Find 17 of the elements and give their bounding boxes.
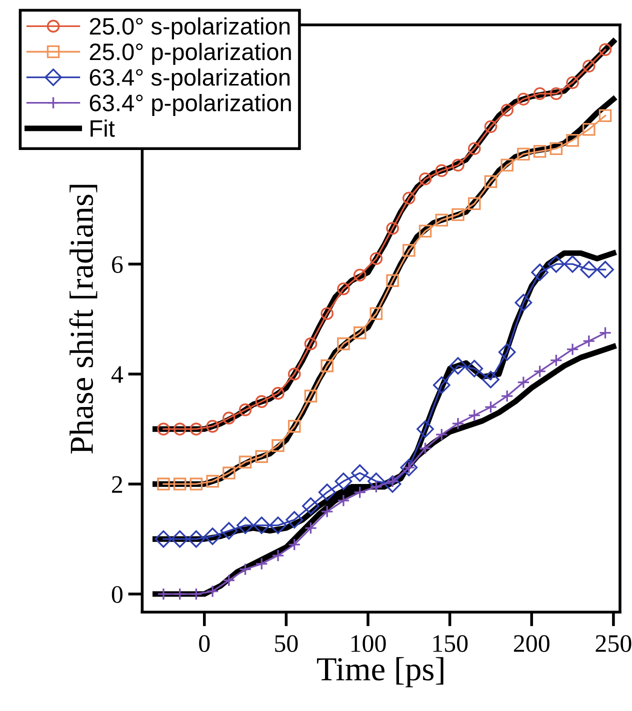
legend-label: 25.0° p-polarization: [90, 42, 291, 65]
legend-label: Fit: [90, 120, 115, 137]
y-tick-label: 2: [112, 476, 122, 493]
legend-label: 25.0° s-polarization: [90, 17, 290, 40]
x-tick-label: 0: [199, 635, 210, 652]
x-axis-title: Time [ps]: [317, 657, 444, 688]
y-tick-label: 4: [111, 366, 124, 383]
y-tick-label: 0: [112, 586, 122, 603]
x-tick-label: 100: [351, 635, 386, 652]
y-axis-title: Phase shift [radians]: [69, 184, 98, 454]
y-tick-label: 6: [112, 256, 123, 274]
x-tick-label: 200: [514, 635, 550, 652]
x-tick-label: 150: [433, 635, 468, 652]
x-tick-label: 250: [596, 635, 632, 652]
x-tick-label: 50: [275, 635, 298, 652]
legend-label: 63.4° p-polarization: [90, 94, 291, 116]
legend-label: 63.4° s-polarization: [90, 68, 290, 90]
